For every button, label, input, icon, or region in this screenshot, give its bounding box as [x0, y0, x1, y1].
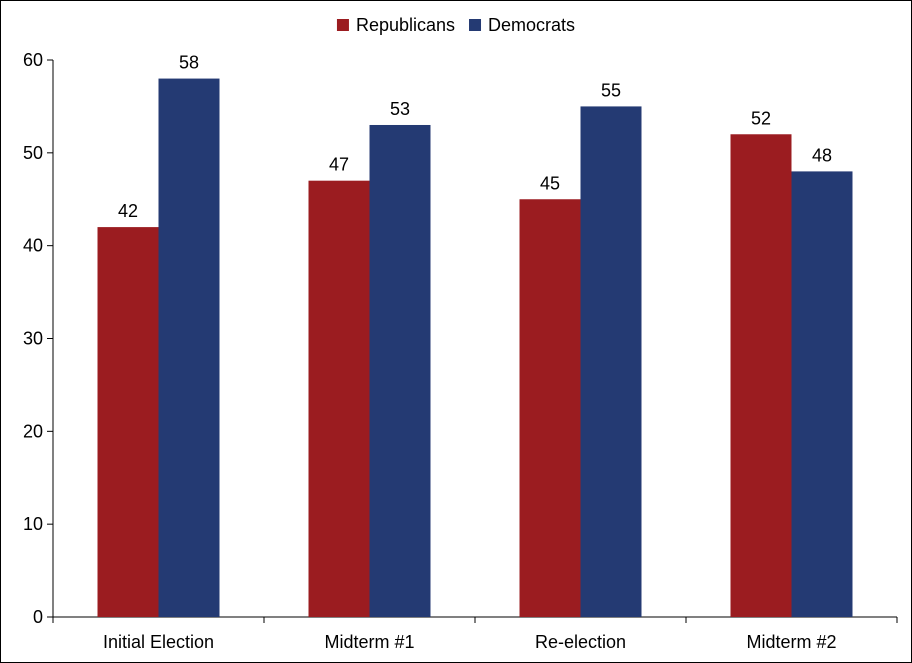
y-tick-label: 0	[33, 607, 43, 627]
bar-democrats-initial-election	[158, 78, 220, 618]
bar-republicans-midterm-1	[308, 180, 370, 617]
bars	[97, 78, 853, 618]
y-tick-label: 50	[23, 143, 43, 163]
bar-democrats-midterm-1	[369, 124, 431, 617]
data-label-republicans-initial-election: 42	[118, 201, 138, 221]
data-label-democrats-initial-election: 58	[179, 53, 199, 73]
bar-republicans-re-election	[519, 199, 581, 617]
legend-swatch-democrats	[469, 19, 482, 31]
legend-label-republicans: Republicans	[356, 15, 455, 35]
data-label-republicans-midterm-2: 52	[751, 108, 771, 128]
bar-democrats-midterm-2	[791, 171, 853, 617]
legend-swatch-republicans	[336, 19, 349, 31]
bar-republicans-initial-election	[97, 227, 159, 617]
x-tick-label: Midterm #1	[324, 632, 414, 652]
y-tick-label: 10	[23, 514, 43, 534]
legend: Republicans Democrats	[336, 15, 575, 35]
x-tick-label: Midterm #2	[746, 632, 836, 652]
legend-label-democrats: Democrats	[488, 15, 575, 35]
data-label-democrats-midterm-2: 48	[812, 145, 832, 165]
bar-republicans-midterm-2	[730, 134, 792, 617]
data-label-democrats-re-election: 55	[601, 80, 621, 100]
x-tick-label: Re-election	[535, 632, 626, 652]
y-tick-label: 40	[23, 236, 43, 256]
data-label-republicans-re-election: 45	[540, 173, 560, 193]
data-label-democrats-midterm-1: 53	[390, 99, 410, 119]
legend-item-democrats: Democrats	[469, 15, 575, 35]
data-labels: 42 58 47 53 45 55 52 48	[118, 53, 832, 222]
data-label-republicans-midterm-1: 47	[329, 155, 349, 175]
y-tick-label: 30	[23, 329, 43, 349]
y-tick-label: 60	[23, 50, 43, 70]
legend-item-republicans: Republicans	[336, 15, 455, 35]
y-tick-label: 20	[23, 421, 43, 441]
x-tick-label: Initial Election	[103, 632, 214, 652]
bar-democrats-re-election	[580, 106, 642, 618]
axes: 0 10 20 30 40 50 60 Initial Election Midterm #1 R…	[23, 50, 898, 652]
